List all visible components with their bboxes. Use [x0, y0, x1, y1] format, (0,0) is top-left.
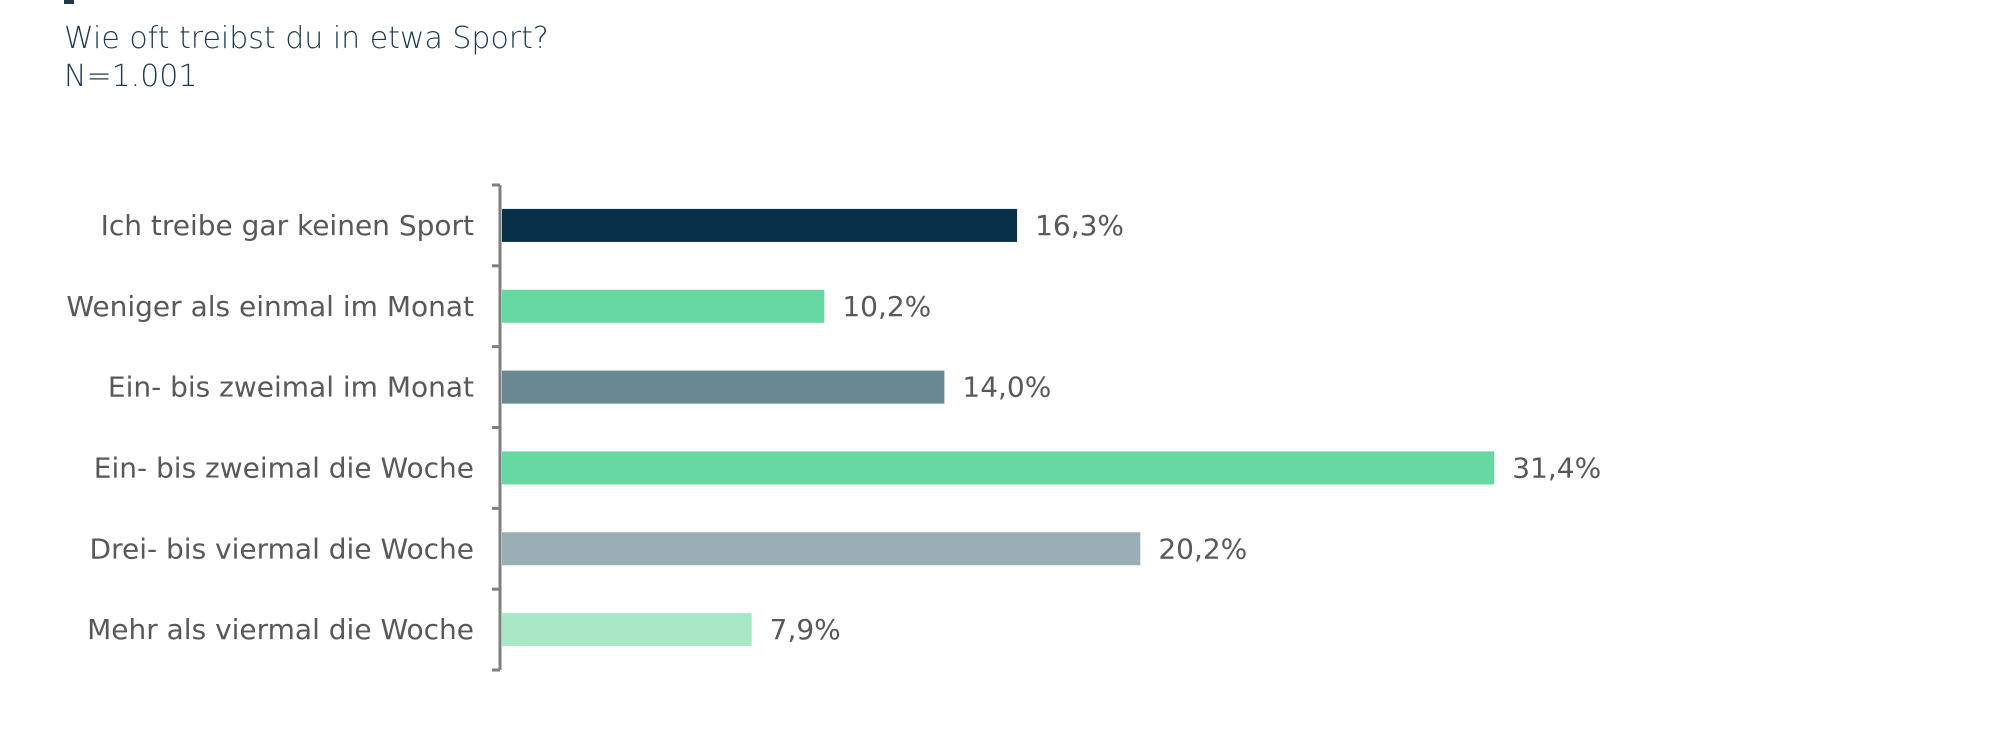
- bar: [502, 451, 1495, 485]
- chart-header: Wie oft treibst du in etwa Sport? N=1.00…: [64, 20, 549, 96]
- labels: Ich treibe gar keinen Sport 16,3% Weniger …: [66, 209, 1601, 646]
- value-label: 10,2%: [842, 290, 931, 323]
- chart-question: Wie oft treibst du in etwa Sport?: [64, 21, 549, 56]
- category-label: Mehr als viermal die Woche: [87, 613, 474, 646]
- category-label: Ich treibe gar keinen Sport: [101, 209, 474, 242]
- value-label: 14,0%: [962, 371, 1051, 404]
- category-label: Ein- bis zweimal die Woche: [94, 451, 474, 484]
- value-label: 16,3%: [1035, 209, 1124, 242]
- bar: [502, 613, 752, 647]
- header-accent: [64, 0, 74, 4]
- bar: [502, 289, 825, 323]
- value-label: 7,9%: [770, 613, 841, 646]
- category-label: Drei- bis viermal die Woche: [90, 532, 474, 565]
- bar: [502, 208, 1018, 242]
- value-label: 31,4%: [1512, 451, 1601, 484]
- category-axis: [492, 183, 502, 672]
- bar: [502, 532, 1141, 566]
- bars: [502, 208, 1495, 647]
- sample-size: N=1.001: [64, 59, 198, 94]
- category-label: Ein- bis zweimal im Monat: [108, 371, 474, 404]
- category-label: Weniger als einmal im Monat: [66, 290, 474, 323]
- bar: [502, 370, 945, 404]
- value-label: 20,2%: [1158, 532, 1247, 565]
